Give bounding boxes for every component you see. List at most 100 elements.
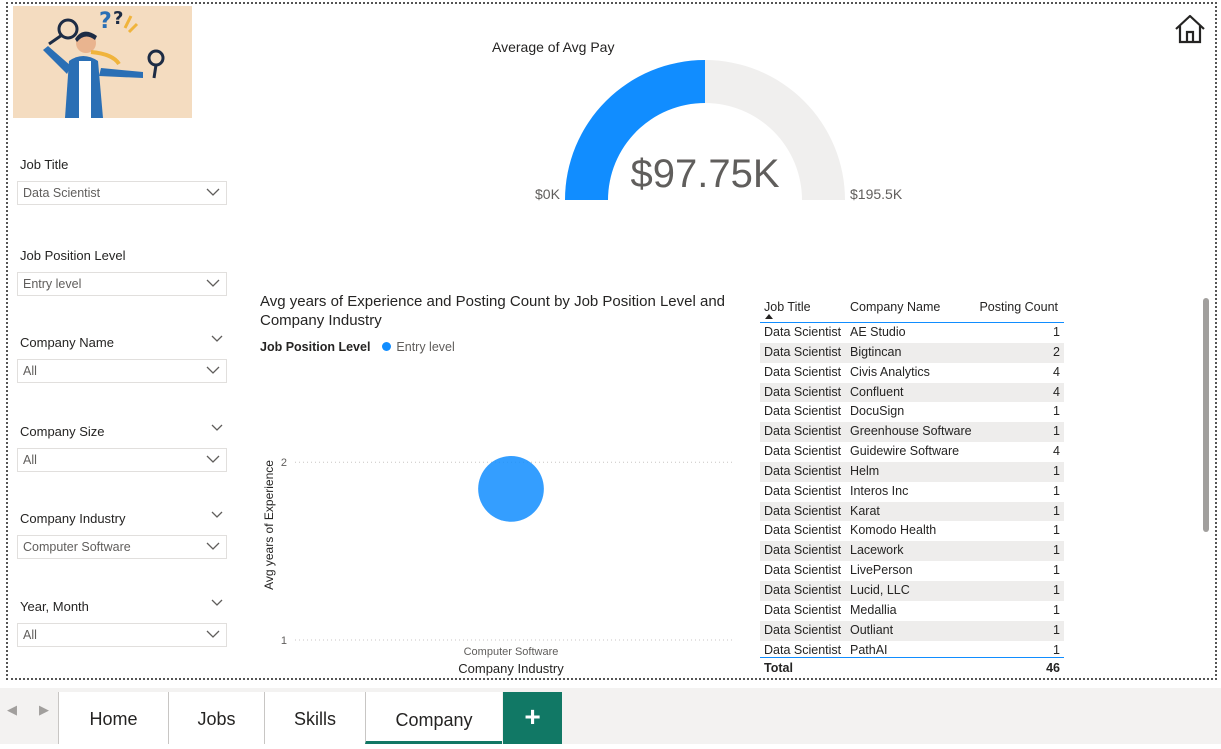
dropdown-value: All [23, 628, 37, 642]
cell-posting-count: 1 [1053, 641, 1060, 658]
slicer-job-position-level: Job Position Level Entry level [20, 248, 227, 296]
company-name-dropdown[interactable]: All [17, 359, 227, 383]
chevron-down-icon [206, 539, 220, 553]
cell-company-name: DocuSign [850, 402, 904, 422]
table-row[interactable]: Data Scientist Interos Inc 1 [760, 482, 1064, 502]
year-month-dropdown[interactable]: All [17, 623, 227, 647]
table-row[interactable]: Data Scientist DocuSign 1 [760, 402, 1064, 422]
column-header-posting-count[interactable]: Posting Count [979, 300, 1058, 314]
chevron-down-icon [206, 185, 220, 199]
cell-posting-count: 1 [1053, 621, 1060, 641]
gauge-max-label: $195.5K [850, 186, 902, 202]
chevron-down-icon [206, 452, 220, 466]
table-row[interactable]: Data Scientist AE Studio 1 [760, 323, 1064, 343]
home-icon[interactable] [1172, 12, 1208, 46]
collapse-chevron-icon[interactable] [211, 509, 223, 521]
company-size-dropdown[interactable]: All [17, 448, 227, 472]
data-point-bubble[interactable] [478, 456, 544, 522]
cell-posting-count: 1 [1053, 323, 1060, 343]
cell-job-title: Data Scientist [764, 363, 841, 383]
cell-company-name: Lacework [850, 541, 904, 561]
slicer-company-name: Company Name All [20, 335, 227, 383]
table-row[interactable]: Data Scientist Outliant 1 [760, 621, 1064, 641]
cell-posting-count: 1 [1053, 581, 1060, 601]
cell-posting-count: 1 [1053, 462, 1060, 482]
table-row[interactable]: Data Scientist Karat 1 [760, 502, 1064, 522]
cell-posting-count: 1 [1053, 541, 1060, 561]
cell-posting-count: 4 [1053, 383, 1060, 403]
y-axis-title: Avg years of Experience [262, 460, 276, 590]
svg-text:?: ? [99, 9, 112, 34]
table-row[interactable]: Data Scientist Bigtincan 2 [760, 343, 1064, 363]
table-row[interactable]: Data Scientist Lacework 1 [760, 541, 1064, 561]
table-row[interactable]: Data Scientist Komodo Health 1 [760, 521, 1064, 541]
cell-company-name: Medallia [850, 601, 897, 621]
cell-company-name: Lucid, LLC [850, 581, 910, 601]
column-header-job-title[interactable]: Job Title [764, 300, 811, 314]
cell-posting-count: 4 [1053, 363, 1060, 383]
page-tab-bar: ◀ ▶ Home Jobs Skills Company + [0, 688, 1221, 744]
collapse-chevron-icon[interactable] [211, 333, 223, 345]
slicer-title: Year, Month [20, 599, 89, 614]
column-header-company-name[interactable]: Company Name [850, 300, 940, 314]
cell-company-name: Komodo Health [850, 521, 936, 541]
table-row[interactable]: Data Scientist Confluent 4 [760, 383, 1064, 403]
cell-posting-count: 1 [1053, 521, 1060, 541]
cell-company-name: Greenhouse Software [850, 422, 972, 442]
cell-job-title: Data Scientist [764, 502, 841, 522]
collapse-chevron-icon[interactable] [211, 422, 223, 434]
cell-posting-count: 1 [1053, 601, 1060, 621]
table-scrollbar[interactable] [1203, 298, 1209, 532]
collapse-chevron-icon[interactable] [211, 597, 223, 609]
dropdown-value: All [23, 364, 37, 378]
cell-job-title: Data Scientist [764, 482, 841, 502]
table-row[interactable]: Data Scientist Helm 1 [760, 462, 1064, 482]
chevron-down-icon [206, 276, 220, 290]
company-industry-dropdown[interactable]: Computer Software [17, 535, 227, 559]
cell-posting-count: 1 [1053, 402, 1060, 422]
svg-text:?: ? [113, 8, 123, 29]
job-title-dropdown[interactable]: Data Scientist [17, 181, 227, 205]
slicer-year-month: Year, Month All [20, 599, 227, 647]
tab-skills[interactable]: Skills [264, 692, 365, 744]
cell-job-title: Data Scientist [764, 323, 841, 343]
cell-job-title: Data Scientist [764, 383, 841, 403]
scatter-chart[interactable]: 1 2 Computer Software Company Industry Avg y… [255, 380, 745, 680]
table-body: Data Scientist AE Studio 1 Data Scientist Bi… [760, 323, 1064, 657]
table-row[interactable]: Data Scientist Guidewire Software 4 [760, 442, 1064, 462]
cell-job-title: Data Scientist [764, 541, 841, 561]
slicer-title: Company Industry [20, 511, 126, 526]
y-tick-label: 1 [281, 635, 287, 647]
total-value: 46 [1046, 658, 1060, 678]
dropdown-value: Data Scientist [23, 186, 100, 200]
hero-illustration: ? ? [13, 6, 192, 118]
x-tick-label: Computer Software [464, 646, 559, 658]
table-row[interactable]: Data Scientist LivePerson 1 [760, 561, 1064, 581]
cell-job-title: Data Scientist [764, 561, 841, 581]
slicer-title: Company Size [20, 424, 105, 439]
cell-job-title: Data Scientist [764, 621, 841, 641]
table-row[interactable]: Data Scientist Lucid, LLC 1 [760, 581, 1064, 601]
tab-jobs[interactable]: Jobs [168, 692, 264, 744]
slicer-title: Company Name [20, 335, 114, 350]
legend-item-entry-level[interactable]: Entry level [396, 340, 454, 354]
table-row[interactable]: Data Scientist Greenhouse Software 1 [760, 422, 1064, 442]
cell-posting-count: 1 [1053, 561, 1060, 581]
cell-company-name: Outliant [850, 621, 893, 641]
add-page-button[interactable]: + [503, 692, 562, 744]
cell-posting-count: 1 [1053, 482, 1060, 502]
cell-company-name: Karat [850, 502, 880, 522]
table-row[interactable]: Data Scientist Medallia 1 [760, 601, 1064, 621]
prev-page-arrow-icon[interactable]: ◀ [7, 702, 17, 718]
tab-company[interactable]: Company [365, 692, 502, 744]
slicer-company-industry: Company Industry Computer Software [20, 511, 227, 559]
chevron-down-icon [206, 363, 220, 377]
next-page-arrow-icon[interactable]: ▶ [39, 702, 49, 718]
table-row[interactable]: Data Scientist PathAI 1 [760, 641, 1064, 658]
cell-job-title: Data Scientist [764, 462, 841, 482]
cell-company-name: Interos Inc [850, 482, 908, 502]
cell-company-name: Bigtincan [850, 343, 901, 363]
tab-home[interactable]: Home [58, 692, 168, 744]
job-position-level-dropdown[interactable]: Entry level [17, 272, 227, 296]
table-row[interactable]: Data Scientist Civis Analytics 4 [760, 363, 1064, 383]
